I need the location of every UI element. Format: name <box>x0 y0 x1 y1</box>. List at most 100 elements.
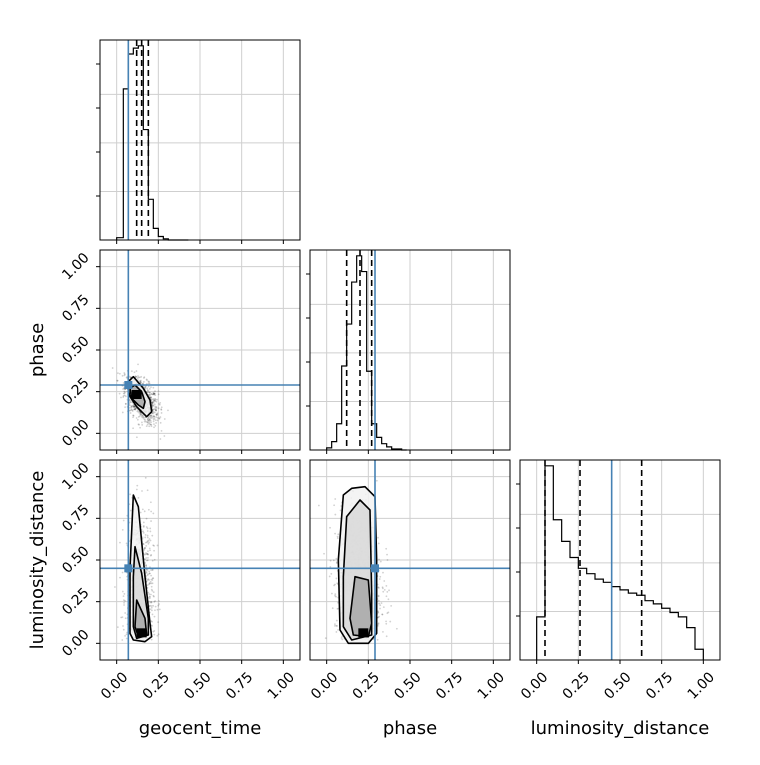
sample-point <box>156 634 159 637</box>
sample-point <box>121 411 124 414</box>
sample-point <box>324 637 327 640</box>
sample-point <box>152 404 155 407</box>
sample-point <box>148 582 151 584</box>
sample-point <box>155 409 157 412</box>
sample-point <box>151 398 154 401</box>
sample-point <box>377 622 380 625</box>
sample-point <box>330 572 333 575</box>
sample-point <box>334 532 336 535</box>
sample-point <box>145 559 148 562</box>
sample-point <box>149 580 152 583</box>
sample-point <box>151 534 154 537</box>
sample-point <box>334 623 336 626</box>
truth-marker <box>124 564 133 573</box>
y-tick-label: 0.50 <box>59 543 92 576</box>
sample-point <box>377 536 379 539</box>
sample-point <box>153 417 156 420</box>
sample-point <box>124 391 126 394</box>
sample-point <box>156 412 159 415</box>
sample-point <box>146 584 149 587</box>
sample-point <box>146 541 149 544</box>
sample-point <box>146 569 149 571</box>
panel-frame <box>309 249 511 451</box>
sample-point <box>395 627 398 630</box>
sample-point <box>151 404 154 407</box>
sample-point <box>152 410 155 413</box>
sample-point <box>149 527 152 530</box>
sample-point <box>137 376 140 379</box>
sample-point <box>156 416 159 419</box>
sample-point <box>123 392 126 395</box>
sample-point <box>145 517 148 520</box>
sample-point <box>157 600 160 602</box>
sample-point <box>119 541 121 544</box>
sample-point <box>147 550 149 553</box>
sample-point <box>146 574 149 577</box>
sample-point <box>140 415 143 418</box>
x-tick-label: 0.75 <box>433 669 466 702</box>
sample-point <box>146 389 149 391</box>
sample-point <box>148 579 150 581</box>
sample-point <box>142 380 145 383</box>
sample-point <box>159 416 162 418</box>
sample-point <box>379 560 382 563</box>
sample-point <box>153 426 155 429</box>
sample-point <box>137 375 139 377</box>
sample-point <box>379 575 382 578</box>
sample-point <box>336 607 339 610</box>
x-tick-label: 1.00 <box>685 669 718 702</box>
sample-point <box>151 589 154 592</box>
sample-point <box>129 401 131 404</box>
sample-point <box>383 588 386 591</box>
sample-point <box>149 530 152 533</box>
sample-point <box>150 414 153 417</box>
x-tick-label: 0.00 <box>98 669 131 702</box>
sample-point <box>377 611 380 614</box>
sample-point <box>132 427 134 430</box>
sample-point <box>146 540 149 543</box>
sample-point <box>151 401 154 404</box>
sample-point <box>150 585 153 588</box>
sample-point <box>148 593 151 596</box>
sample-point <box>152 544 155 547</box>
sample-point <box>152 391 155 394</box>
sample-point <box>341 638 344 641</box>
sample-point <box>140 381 142 384</box>
sample-point <box>153 415 155 418</box>
sample-point <box>116 626 119 629</box>
sample-point <box>156 608 159 611</box>
sample-point <box>150 417 153 419</box>
sample-point <box>153 633 156 636</box>
sample-point <box>124 403 127 405</box>
sample-point <box>148 391 151 394</box>
sample-point <box>140 375 143 378</box>
sample-point <box>153 423 155 426</box>
sample-point <box>152 594 155 597</box>
sample-point <box>124 599 126 602</box>
sample-point <box>133 406 135 408</box>
sample-point <box>132 405 135 408</box>
sample-point <box>141 536 144 539</box>
sample-point <box>154 419 157 422</box>
sample-point <box>133 371 136 374</box>
sample-point <box>153 558 156 561</box>
sample-point <box>147 553 150 556</box>
sample-point <box>140 414 143 417</box>
sample-point <box>150 414 153 417</box>
sample-point <box>132 416 134 419</box>
sample-point <box>152 415 155 418</box>
panel-luminosity_distance-geocent_time: 0.000.250.500.751.000.00 0.25 0.50 0.75 1.00 <box>59 459 301 703</box>
sample-point <box>385 620 387 623</box>
sample-point <box>137 363 139 366</box>
sample-point <box>156 398 158 401</box>
sample-point <box>154 424 157 427</box>
sample-point <box>145 385 147 388</box>
sample-point <box>138 412 141 415</box>
sample-point <box>122 625 124 627</box>
sample-point <box>323 552 325 555</box>
sample-point <box>135 488 138 491</box>
sample-point <box>149 419 152 422</box>
sample-point <box>157 621 160 624</box>
sample-point <box>148 595 151 598</box>
sample-point <box>145 425 148 428</box>
